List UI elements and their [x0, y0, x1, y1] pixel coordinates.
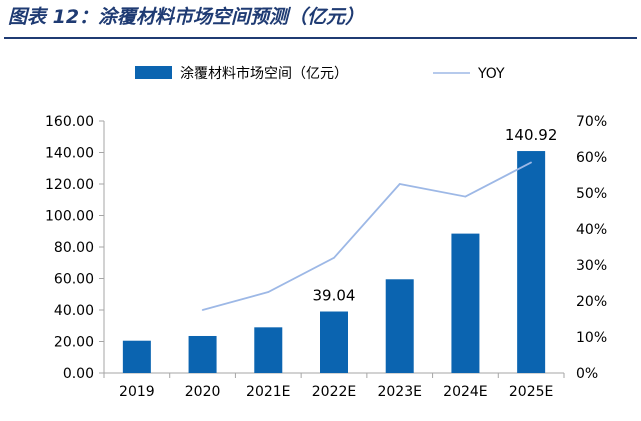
x-tick-label: 2019: [119, 384, 155, 400]
y-tick-label: 40.00: [54, 303, 94, 319]
y2-tick-label: 10%: [576, 330, 607, 346]
x-tick-label: 2021E: [246, 384, 290, 400]
bar-2023E: [385, 279, 414, 373]
y-tick-label: 60.00: [54, 272, 94, 288]
y-tick-label: 80.00: [54, 240, 94, 256]
bar-2019: [122, 340, 151, 373]
bar-2022E: [320, 311, 348, 373]
y2-tick-label: 40%: [576, 222, 607, 238]
data-label-2022E: 39.04: [313, 287, 356, 305]
yoy-point-2020: [201, 309, 204, 311]
x-tick-label: 2023E: [377, 384, 421, 400]
y-tick-label: 20.00: [54, 335, 94, 351]
y2-tick-label: 50%: [576, 186, 607, 202]
legend-bar-swatch: [135, 66, 172, 79]
bars: [122, 151, 546, 373]
y-tick-label: 140.00: [45, 146, 94, 162]
bar-2021E: [254, 327, 283, 373]
y2-tick-label: 0%: [576, 366, 598, 382]
yoy-point-2025E: [530, 161, 532, 164]
y2-tick-label: 60%: [576, 150, 607, 166]
axes: 0.00 20.00 40.00 60.00 80.00 100.00 120.00 140.…: [45, 114, 607, 400]
title-underline: [4, 37, 637, 39]
bar-2024E: [451, 233, 480, 373]
y2-tick-label: 70%: [576, 114, 607, 130]
y2-tick-label: 20%: [576, 294, 607, 310]
x-tick-label: 2025E: [509, 384, 553, 400]
yoy-line: [202, 161, 532, 311]
yoy-point-2023E: [398, 183, 401, 185]
bar-2025E: [517, 151, 546, 373]
data-label-2025E: 140.92: [505, 126, 558, 144]
yoy-point-2021E: [267, 291, 270, 293]
data-labels: 39.04 140.92: [313, 126, 558, 304]
yoy-line-layer: [201, 161, 532, 311]
x-tick-label: 2022E: [312, 384, 356, 400]
legend: 涂覆材料市场空间（亿元） YOY: [135, 65, 505, 82]
y-tick-label: 100.00: [45, 209, 94, 225]
y2-tick-label: 30%: [576, 258, 607, 274]
y-tick-label: 160.00: [45, 114, 94, 130]
x-tick-label: 2020: [185, 384, 221, 400]
y-tick-label: 0.00: [63, 366, 94, 382]
yoy-point-2022E: [333, 257, 335, 259]
y-tick-label: 120.00: [45, 177, 94, 193]
yoy-point-2024E: [464, 195, 467, 198]
chart-title: 图表 12：涂覆材料市场空间预测（亿元）: [8, 6, 365, 28]
legend-line-label: YOY: [477, 66, 505, 82]
bar-2020: [188, 335, 217, 373]
x-tick-label: 2024E: [443, 384, 487, 400]
legend-bar-label: 涂覆材料市场空间（亿元）: [180, 65, 348, 82]
